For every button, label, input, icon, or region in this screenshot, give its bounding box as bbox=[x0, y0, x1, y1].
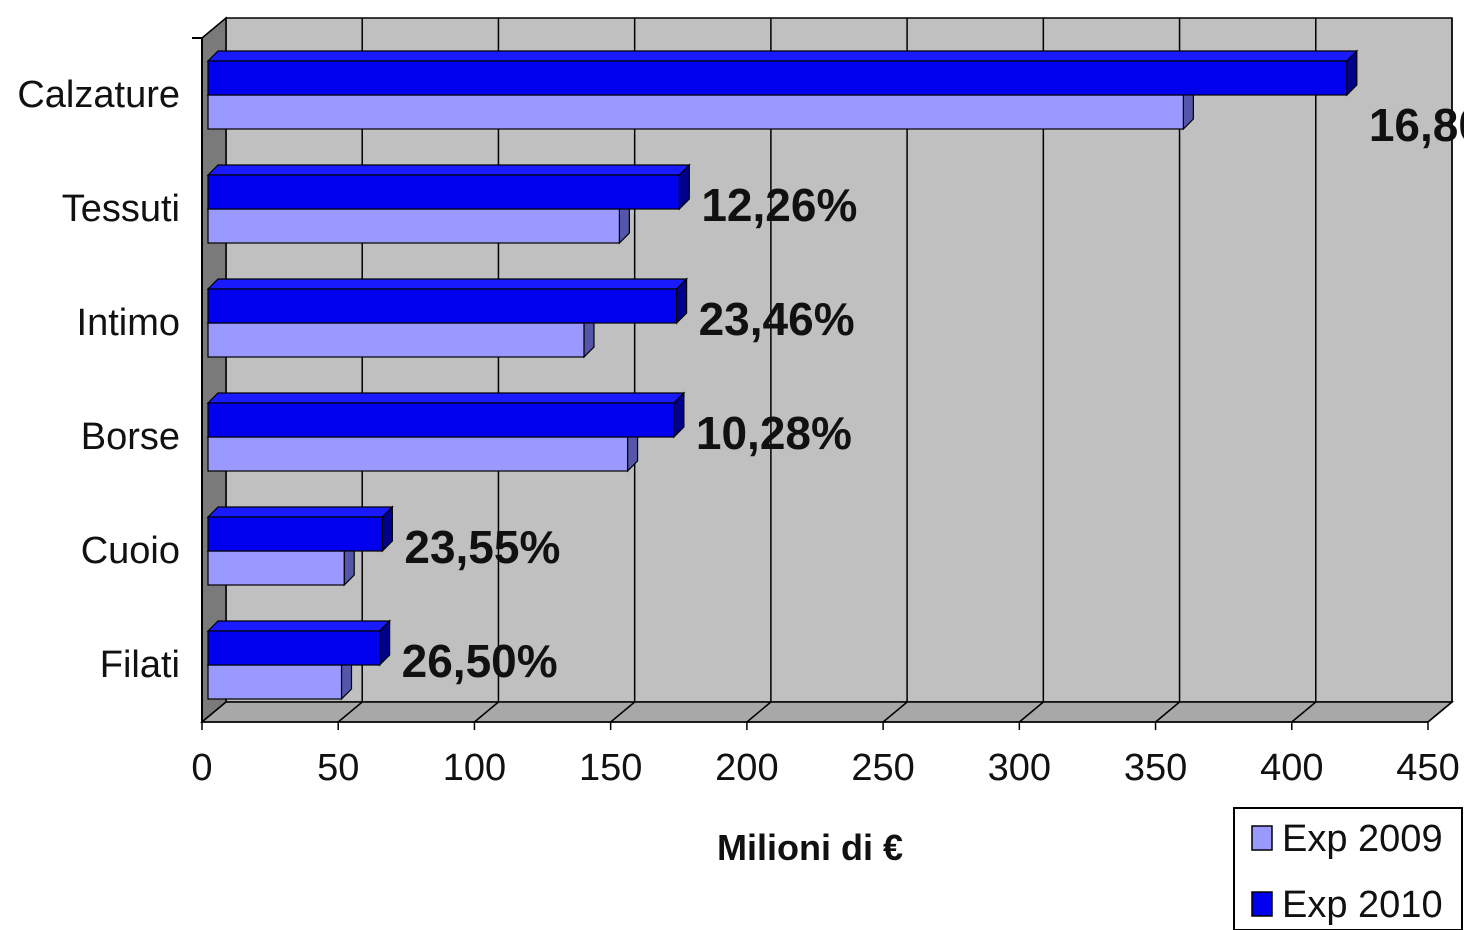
annotation-tessuti: 12,26% bbox=[701, 179, 857, 231]
category-labels: Calzature Tessuti Intimo Borse Cuoio Filati bbox=[17, 74, 180, 686]
legend-label-exp-2010: Exp 2010 bbox=[1282, 884, 1443, 926]
legend-swatch-exp-2009 bbox=[1251, 825, 1273, 851]
legend-label-exp-2009: Exp 2009 bbox=[1282, 818, 1443, 860]
x-tick-label: 250 bbox=[851, 747, 914, 789]
x-tick-label: 100 bbox=[443, 747, 506, 789]
bar-exp-2010-cuoio bbox=[206, 505, 394, 553]
floor-gridline bbox=[1291, 701, 1317, 723]
x-tick-label: 50 bbox=[317, 747, 359, 789]
bar-exp-2010-tessuti bbox=[206, 163, 691, 211]
percentage-annotations: 16,80% 12,26% 23,46% 10,28% 23,55% 26,50% bbox=[402, 99, 1464, 687]
bar-exp-2010-borse bbox=[206, 391, 686, 439]
gridlines bbox=[337, 18, 1453, 723]
plot-floor bbox=[199, 701, 1455, 723]
floor-gridline bbox=[1018, 701, 1044, 723]
x-tick-label: 200 bbox=[715, 747, 778, 789]
floor-gridline bbox=[610, 701, 636, 723]
category-label-intimo: Intimo bbox=[77, 302, 180, 344]
category-label-cuoio: Cuoio bbox=[81, 530, 180, 572]
floor-gridline bbox=[746, 701, 772, 723]
x-axis-ticks: 0 50 100 150 200 250 300 350 400 450 bbox=[191, 37, 1460, 789]
floor-gridline bbox=[1155, 701, 1181, 723]
x-tick-label: 150 bbox=[579, 747, 642, 789]
annotation-borse: 10,28% bbox=[696, 407, 852, 459]
bar-exp-2010-filati bbox=[206, 619, 392, 667]
bars bbox=[206, 49, 1359, 701]
category-label-filati: Filati bbox=[100, 644, 180, 686]
legend: Exp 2009 Exp 2010 bbox=[1233, 807, 1463, 930]
x-tick-label: 0 bbox=[191, 747, 212, 789]
bar-exp-2010-intimo bbox=[206, 277, 689, 325]
annotation-intimo: 23,46% bbox=[699, 293, 855, 345]
category-label-borse: Borse bbox=[81, 416, 180, 458]
bar-exp-2010-calzature bbox=[206, 49, 1359, 97]
category-label-calzature: Calzature bbox=[17, 74, 180, 116]
x-tick-label: 350 bbox=[1124, 747, 1187, 789]
category-label-tessuti: Tessuti bbox=[62, 188, 180, 230]
floor-gridline bbox=[882, 701, 908, 723]
floor-gridline bbox=[337, 701, 363, 723]
x-tick-label: 450 bbox=[1396, 747, 1459, 789]
annotation-filati: 26,50% bbox=[402, 635, 558, 687]
annotation-cuoio: 23,55% bbox=[404, 521, 560, 573]
x-axis-title: Milioni di € bbox=[717, 827, 903, 868]
floor-gridline bbox=[1427, 701, 1453, 723]
floor-gridline bbox=[473, 701, 499, 723]
annotation-calzature: 16,80% bbox=[1369, 99, 1464, 151]
x-tick-label: 400 bbox=[1260, 747, 1323, 789]
x-tick-label: 300 bbox=[988, 747, 1051, 789]
legend-swatch-exp-2010 bbox=[1251, 891, 1273, 917]
